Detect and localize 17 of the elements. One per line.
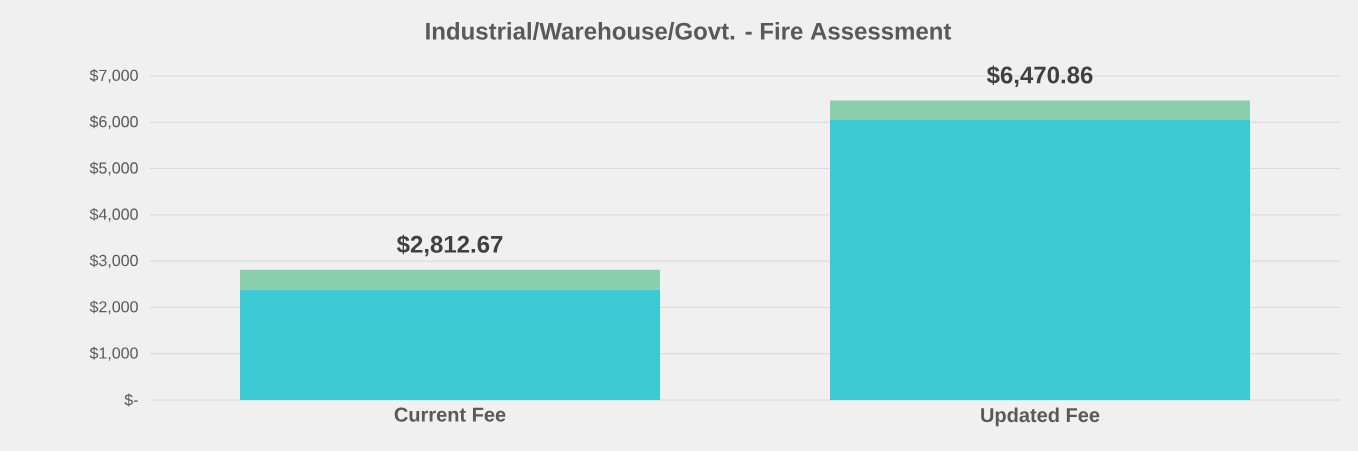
total-label: $2,812.67 [396, 234, 503, 257]
y-tick-label: $7,000 [89, 69, 138, 83]
y-tick-label: $3,000 [89, 254, 138, 269]
x-tick-label: Current Fee [394, 407, 506, 422]
y-tick-label: $2,000 [89, 300, 138, 315]
y-tick-label: $5,000 [89, 161, 138, 176]
bar [829, 119, 1250, 400]
bar [240, 269, 661, 290]
y-tick-label: $1,000 [89, 346, 138, 361]
y-tick-label: $4,000 [89, 207, 138, 222]
chart-title: Industrial/Warehouse/Govt. - Fire Assessment [426, 22, 952, 40]
total-label: $6,470.86 [986, 65, 1093, 87]
y-tick-label: $- [124, 393, 138, 407]
bar [829, 100, 1250, 120]
x-tick-label: Updated Fee [981, 407, 1100, 427]
bar [240, 289, 661, 400]
y-tick-label: $6,000 [89, 115, 138, 130]
